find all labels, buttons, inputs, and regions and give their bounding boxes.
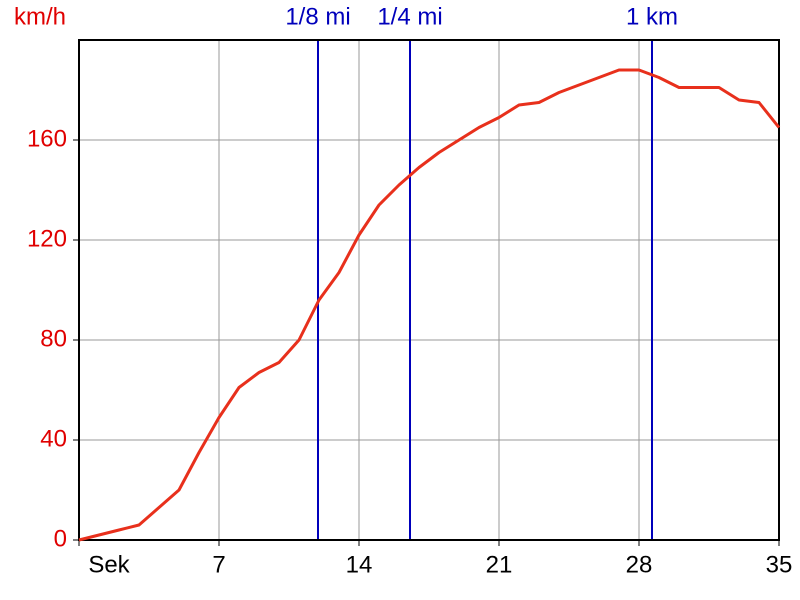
x-tick-label: 7 — [212, 551, 225, 578]
x-tick-label: Sek — [88, 551, 130, 578]
y-tick-label: 120 — [27, 225, 67, 252]
x-tick-label: 35 — [766, 551, 793, 578]
y-tick-label: 40 — [40, 425, 67, 452]
y-tick-label: 0 — [54, 525, 67, 552]
plot-frame — [78, 39, 780, 541]
distance-marker-label: 1/8 mi — [285, 3, 350, 30]
distance-marker-label: 1/4 mi — [377, 3, 442, 30]
y-axis-label: km/h — [14, 3, 66, 30]
x-tick-label: 28 — [626, 551, 653, 578]
distance-marker-label: 1 km — [626, 3, 678, 30]
y-tick-label: 80 — [40, 325, 67, 352]
speed-line — [78, 68, 781, 542]
x-tick-label: 21 — [486, 551, 513, 578]
y-tick-label: 160 — [27, 125, 67, 152]
x-tick-label: 14 — [346, 551, 373, 578]
